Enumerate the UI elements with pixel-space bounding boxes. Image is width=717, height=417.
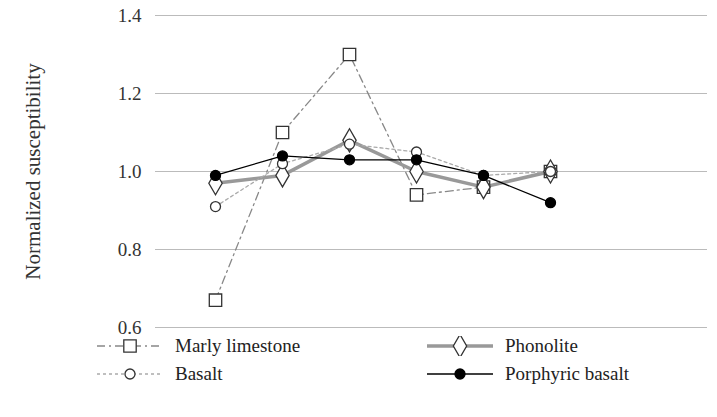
svg-text:1.0: 1.0	[118, 161, 142, 182]
svg-text:1.4: 1.4	[118, 5, 142, 26]
html-text:Marly limestone: Marly limestone	[175, 335, 301, 356]
html-text:Porphyric basalt: Porphyric basalt	[505, 363, 629, 384]
svg-text:1.2: 1.2	[118, 83, 142, 104]
svg-text:Normalized susceptibility: Normalized susceptibility	[21, 63, 45, 280]
svg-text:0.8: 0.8	[118, 239, 142, 260]
svg-text:0.6: 0.6	[118, 317, 142, 335]
html-text:Basalt: Basalt	[175, 363, 223, 384]
html-text:Phonolite: Phonolite	[505, 335, 578, 356]
